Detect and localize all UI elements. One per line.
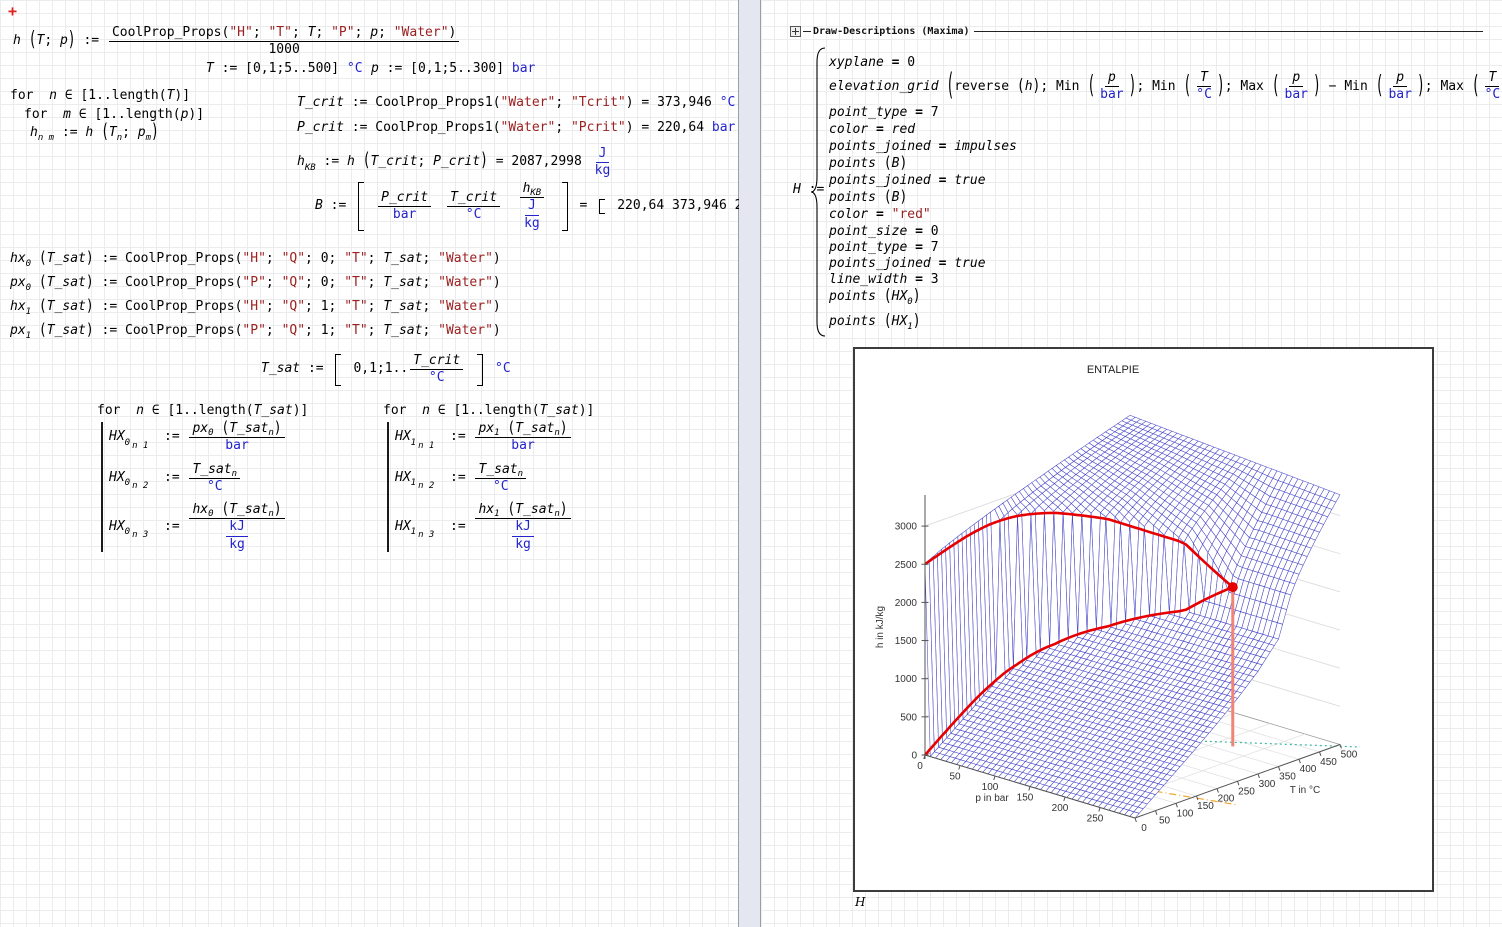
- formula-line[interactable]: p := [0,1;5..300] bar: [371, 61, 536, 76]
- header-dash: [803, 31, 811, 32]
- collapse-toggle-icon[interactable]: [790, 26, 801, 37]
- draw-description-item[interactable]: color = "red": [829, 207, 931, 222]
- formula-line[interactable]: T_crit := CoolProp_Props1("Water"; "Tcri…: [297, 95, 736, 110]
- draw-description-item[interactable]: points_joined = impulses: [829, 139, 1017, 154]
- formula-line[interactable]: hx 1 (T_sat) := CoolProp_Props("H"; "Q"; …: [10, 297, 501, 318]
- formula-line[interactable]: P_crit := CoolProp_Props1("Water"; "Pcri…: [297, 120, 736, 135]
- svg-text:350: 350: [1279, 772, 1296, 783]
- draw-description-item[interactable]: points (HX 1): [829, 311, 921, 332]
- draw-description-item[interactable]: points (B): [829, 154, 908, 173]
- page-splitter[interactable]: [739, 0, 761, 927]
- svg-text:3000: 3000: [895, 522, 918, 533]
- formula-line[interactable]: for n ∈ [1.. length(T)]: [10, 88, 191, 103]
- formula-line[interactable]: px 1 (T_sat) := CoolProp_Props("P"; "Q"; …: [10, 321, 501, 342]
- svg-text:T in °C: T in °C: [1290, 785, 1321, 796]
- formula-line[interactable]: T := [0,1;5..500] °C: [206, 61, 363, 76]
- worksheet-page-left[interactable]: + h (T; p) := CoolProp_Props("H"; "T"; T…: [0, 0, 824, 927]
- svg-text:150: 150: [1197, 801, 1214, 812]
- for-loop-header[interactable]: for n ∈ [1.. length(T_sat)]: [383, 403, 595, 418]
- worksheet-page-right[interactable]: Draw-Descriptions (Maxima) H := xyplane …: [761, 0, 1502, 927]
- formula-line[interactable]: T_sat := 0,1;1.. T_crit °C °C: [261, 353, 511, 386]
- svg-text:400: 400: [1300, 764, 1317, 775]
- collapse-section-header[interactable]: Draw-Descriptions (Maxima): [790, 26, 1483, 37]
- system-brace: [811, 47, 826, 337]
- svg-text:1000: 1000: [895, 674, 918, 685]
- draw-description-item[interactable]: point_size = 0: [829, 224, 939, 239]
- for-loop-header[interactable]: for n ∈ [1.. length(T_sat)]: [97, 403, 309, 418]
- assignment-row[interactable]: HX 1 n 3 := hx 1 (T_sat n) kJ kg: [395, 501, 573, 552]
- svg-text:200: 200: [1218, 794, 1235, 805]
- draw-description-item[interactable]: point_type = 7: [829, 105, 939, 120]
- draw-description-item[interactable]: line_width = 3: [829, 272, 939, 287]
- svg-text:0: 0: [911, 751, 917, 762]
- assignment-row[interactable]: HX 0 n 1 := px 0 (T_sat n) bar: [109, 420, 287, 454]
- assignment-row[interactable]: HX 0 n 2 := T_sat n °C: [109, 462, 287, 495]
- svg-text:200: 200: [1052, 803, 1069, 814]
- assignment-row[interactable]: HX 1 n 1 := px 1 (T_sat n) bar: [395, 420, 573, 454]
- svg-text:500: 500: [900, 712, 917, 723]
- svg-text:1500: 1500: [895, 636, 918, 647]
- draw-description-item[interactable]: elevation_grid (reverse (h); Min (p bar);…: [829, 69, 1501, 105]
- svg-text:100: 100: [1177, 808, 1194, 819]
- svg-text:150: 150: [1017, 793, 1034, 804]
- h-definition-lhs[interactable]: H :=: [793, 182, 824, 197]
- svg-text:p in bar: p in bar: [975, 793, 1009, 804]
- draw-description-item[interactable]: points (B): [829, 188, 908, 207]
- draw-description-item[interactable]: points_joined = true: [829, 256, 986, 271]
- for-loop-body[interactable]: HX 0 n 1 := px 0 (T_sat n) bar HX 0 n 2 := T_sat…: [101, 420, 287, 553]
- formula-line[interactable]: hx 0 (T_sat) := CoolProp_Props("H"; "Q"; …: [10, 249, 501, 270]
- svg-text:0: 0: [917, 761, 923, 772]
- draw-description-item[interactable]: xyplane = 0: [829, 55, 916, 70]
- formula-line[interactable]: px 0 (T_sat) := CoolProp_Props("P"; "Q"; …: [10, 273, 501, 294]
- draw-description-item[interactable]: points (HX 0): [829, 286, 921, 307]
- svg-text:250: 250: [1238, 786, 1255, 797]
- svg-text:250: 250: [1087, 814, 1104, 825]
- assignment-row[interactable]: HX 1 n 2 := T_sat n °C: [395, 462, 573, 495]
- assign-operator: :=: [808, 182, 825, 197]
- svg-text:100: 100: [982, 782, 999, 793]
- draw-description-item[interactable]: points_joined = true: [829, 173, 986, 188]
- section-subtitle: (Maxima): [921, 26, 970, 37]
- svg-text:50: 50: [949, 772, 961, 783]
- svg-text:0: 0: [1141, 823, 1147, 834]
- formula-line[interactable]: for m ∈ [1.. length(p)]: [24, 107, 205, 122]
- svg-text:2500: 2500: [895, 560, 918, 571]
- svg-text:500: 500: [1341, 750, 1358, 761]
- h-variable: H: [793, 182, 801, 197]
- plot-region[interactable]: 0 500 1000 1500 2000 2500 3000 h in kJ/kg 0 50 100…: [853, 347, 1434, 892]
- svg-text:450: 450: [1320, 757, 1337, 768]
- plot-caption: H: [855, 895, 866, 909]
- for-loop-body[interactable]: HX 1 n 1 := px 1 (T_sat n) bar HX 1 n 2 := T_sat…: [387, 420, 573, 553]
- svg-text:300: 300: [1259, 779, 1276, 790]
- insert-cursor-icon: +: [8, 2, 18, 20]
- draw-description-item[interactable]: point_type = 7: [829, 240, 939, 255]
- draw-description-item[interactable]: color = red: [829, 122, 916, 137]
- svg-text:ENTALPIE: ENTALPIE: [1087, 364, 1139, 376]
- section-title: Draw-Descriptions: [813, 26, 916, 37]
- svg-text:50: 50: [1159, 816, 1171, 827]
- assignment-row[interactable]: HX 0 n 3 := hx 0 (T_sat n) kJ kg: [109, 501, 287, 552]
- header-rule: [973, 31, 1483, 32]
- svg-text:2000: 2000: [895, 598, 918, 609]
- svg-text:h in kJ/kg: h in kJ/kg: [875, 606, 886, 648]
- formula-line[interactable]: h (T; p) := CoolProp_Props("H"; "T"; T; …: [13, 25, 461, 58]
